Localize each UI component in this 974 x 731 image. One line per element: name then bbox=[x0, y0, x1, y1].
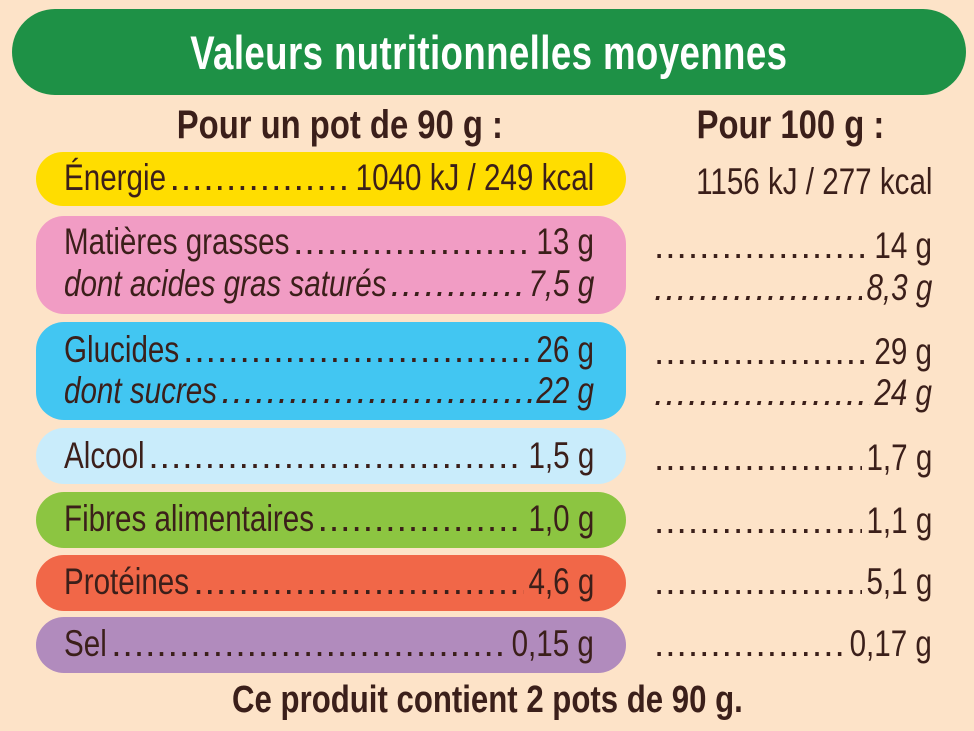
fat-label: Matières grasses bbox=[64, 221, 290, 262]
leader-dots: ........................................… bbox=[193, 562, 524, 602]
sugars-100g-value: 24 g bbox=[874, 372, 932, 413]
protein-portion-value: 4,6 g bbox=[528, 561, 594, 602]
fibre-row-portion: Fibres alimentaires ....................… bbox=[64, 499, 594, 539]
energy-100g-value: 1156 kJ / 277 kcal bbox=[695, 161, 932, 202]
protein-row-100g: ........................................… bbox=[650, 562, 932, 602]
leader-dots: ........................................… bbox=[221, 371, 533, 411]
alcohol-row-portion: Alcool .................................… bbox=[64, 436, 594, 476]
alcohol-band bbox=[36, 428, 626, 484]
leader-dots: ........................................… bbox=[111, 624, 508, 664]
leader-dots: ........................................… bbox=[293, 222, 532, 262]
fat-band bbox=[36, 216, 626, 314]
energy-row-100g: 1156 kJ / 277 kcal bbox=[622, 162, 932, 202]
leader-dots: ........................................… bbox=[654, 332, 870, 372]
portion-note-text: Ce produit contient 2 pots de 90 g. bbox=[231, 678, 743, 721]
protein-100g-value: 5,1 g bbox=[866, 561, 932, 602]
salt-band bbox=[36, 617, 626, 673]
sugars-row-portion: dont sucres ............................… bbox=[64, 371, 594, 411]
carbs-band bbox=[36, 322, 626, 420]
salt-label: Sel bbox=[64, 623, 107, 664]
salt-row-portion: Sel ....................................… bbox=[64, 624, 594, 664]
leader-dots: ........................................… bbox=[654, 226, 870, 266]
saturates-label: dont acides gras saturés bbox=[64, 263, 387, 304]
table-title: Valeurs nutritionnelles moyennes bbox=[190, 25, 788, 79]
sugars-portion-value: 22 g bbox=[536, 370, 594, 411]
salt-row-100g: ........................................… bbox=[650, 624, 932, 664]
fibre-portion-value: 1,0 g bbox=[528, 498, 594, 539]
header-per-portion: Pour un pot de 90 g : bbox=[140, 100, 540, 150]
leader-dots: ........................................… bbox=[654, 562, 862, 602]
energy-row-portion: Énergie ................................… bbox=[64, 158, 594, 198]
energy-portion-value: 1040 kJ / 249 kcal bbox=[355, 157, 594, 198]
alcohol-portion-value: 1,5 g bbox=[528, 435, 594, 476]
leader-dots: ........................................… bbox=[390, 264, 524, 304]
header-per-100g-text: Pour 100 g : bbox=[696, 102, 884, 147]
salt-portion-value: 0,15 g bbox=[511, 623, 594, 664]
fibre-100g-value: 1,1 g bbox=[866, 500, 932, 541]
saturates-100g-value: 8,3 g bbox=[866, 267, 932, 308]
carbs-label: Glucides bbox=[64, 329, 180, 370]
portion-note: Ce produit contient 2 pots de 90 g. bbox=[0, 676, 974, 724]
energy-band bbox=[36, 152, 626, 206]
fat-row-portion: Matières grasses .......................… bbox=[64, 222, 594, 262]
alcohol-100g-value: 1,7 g bbox=[866, 437, 932, 478]
leader-dots: ........................................… bbox=[654, 373, 870, 413]
header-per-100g: Pour 100 g : bbox=[660, 100, 920, 150]
energy-label: Énergie bbox=[64, 157, 167, 198]
carbs-row-portion: Glucides ...............................… bbox=[64, 330, 594, 370]
protein-band bbox=[36, 555, 626, 611]
carbs-100g-value: 29 g bbox=[874, 331, 932, 372]
sugars-label: dont sucres bbox=[64, 370, 218, 411]
protein-label: Protéines bbox=[64, 561, 190, 602]
fat-portion-value: 13 g bbox=[536, 221, 594, 262]
header-per-portion-text: Pour un pot de 90 g : bbox=[176, 102, 504, 147]
salt-100g-value: 0,17 g bbox=[849, 623, 932, 664]
leader-dots: ........................................… bbox=[654, 268, 862, 308]
title-banner: Valeurs nutritionnelles moyennes bbox=[12, 9, 966, 95]
leader-dots: ........................................… bbox=[654, 438, 862, 478]
saturates-row-portion: dont acides gras saturés ...............… bbox=[64, 264, 594, 304]
protein-row-portion: Protéines ..............................… bbox=[64, 562, 594, 602]
saturates-portion-value: 7,5 g bbox=[528, 263, 594, 304]
sugars-row-100g: ........................................… bbox=[650, 373, 932, 413]
fat-row-100g: ........................................… bbox=[650, 226, 932, 266]
carbs-portion-value: 26 g bbox=[536, 329, 594, 370]
saturates-row-100g: ........................................… bbox=[650, 268, 932, 308]
alcohol-label: Alcool bbox=[64, 435, 145, 476]
fibre-band bbox=[36, 492, 626, 548]
carbs-row-100g: ........................................… bbox=[650, 332, 932, 372]
fat-100g-value: 14 g bbox=[874, 225, 932, 266]
leader-dots: ........................................… bbox=[317, 499, 524, 539]
alcohol-row-100g: ........................................… bbox=[650, 438, 932, 478]
fibre-row-100g: ........................................… bbox=[650, 501, 932, 541]
leader-dots: ........................................… bbox=[183, 330, 533, 370]
leader-dots: ........................................… bbox=[148, 436, 523, 476]
fibre-label: Fibres alimentaires bbox=[64, 498, 315, 539]
leader-dots: ........................................… bbox=[654, 624, 846, 664]
leader-dots: ........................................… bbox=[169, 158, 352, 198]
leader-dots: ........................................… bbox=[654, 501, 862, 541]
